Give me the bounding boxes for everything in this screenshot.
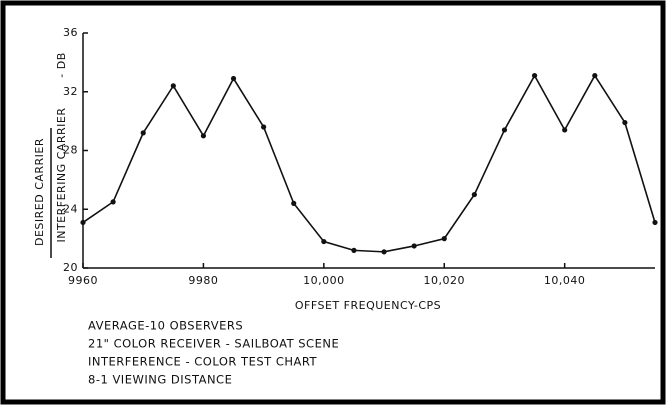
point bbox=[80, 219, 86, 226]
point bbox=[261, 124, 267, 130]
point bbox=[411, 243, 417, 249]
x-tick-label: 10,020 bbox=[424, 274, 466, 287]
point bbox=[321, 238, 327, 245]
y-tick-label: 32 bbox=[63, 85, 78, 98]
point bbox=[501, 127, 508, 133]
point bbox=[652, 219, 658, 226]
x-tick-label: 10,000 bbox=[303, 274, 345, 287]
y-label-numerator: DESIRED CARRIER bbox=[33, 138, 46, 246]
point bbox=[230, 75, 237, 82]
point bbox=[471, 191, 477, 198]
y-tick-label: 28 bbox=[63, 144, 78, 157]
point bbox=[592, 72, 598, 79]
x-tick-label: 10,040 bbox=[544, 274, 586, 287]
point bbox=[291, 200, 297, 206]
point bbox=[531, 72, 538, 79]
point bbox=[140, 130, 146, 136]
annotation: 21" COLOR RECEIVER - SAILBOAT SCENE bbox=[88, 337, 339, 351]
annotation: 8-1 VIEWING DISTANCE bbox=[88, 373, 232, 387]
y-label-unit: - DB bbox=[55, 52, 68, 77]
x-tick-label: 9980 bbox=[188, 274, 218, 287]
point bbox=[200, 133, 207, 139]
annotation: INTERFERENCE - COLOR TEST CHART bbox=[88, 355, 318, 369]
point bbox=[562, 127, 568, 133]
x-tick-label: 9960 bbox=[68, 274, 98, 287]
point bbox=[351, 247, 357, 253]
line bbox=[82, 73, 656, 253]
y-axis-label: DESIRED CARRIER INTERFERING CARRIER - DB bbox=[33, 52, 68, 258]
point bbox=[622, 119, 628, 126]
point bbox=[170, 83, 176, 89]
y-tick-label: 36 bbox=[63, 26, 78, 39]
point bbox=[110, 199, 116, 205]
x-axis-label: OFFSET FREQUENCY-CPS bbox=[295, 299, 441, 312]
y-tick-label: 20 bbox=[63, 261, 78, 274]
point bbox=[381, 249, 387, 255]
y-tick-label: 24 bbox=[63, 202, 78, 215]
y-label-denominator: INTERFERING CARRIER bbox=[55, 107, 68, 242]
annotation: AVERAGE-10 OBSERVERS bbox=[88, 319, 243, 333]
point bbox=[441, 236, 447, 242]
